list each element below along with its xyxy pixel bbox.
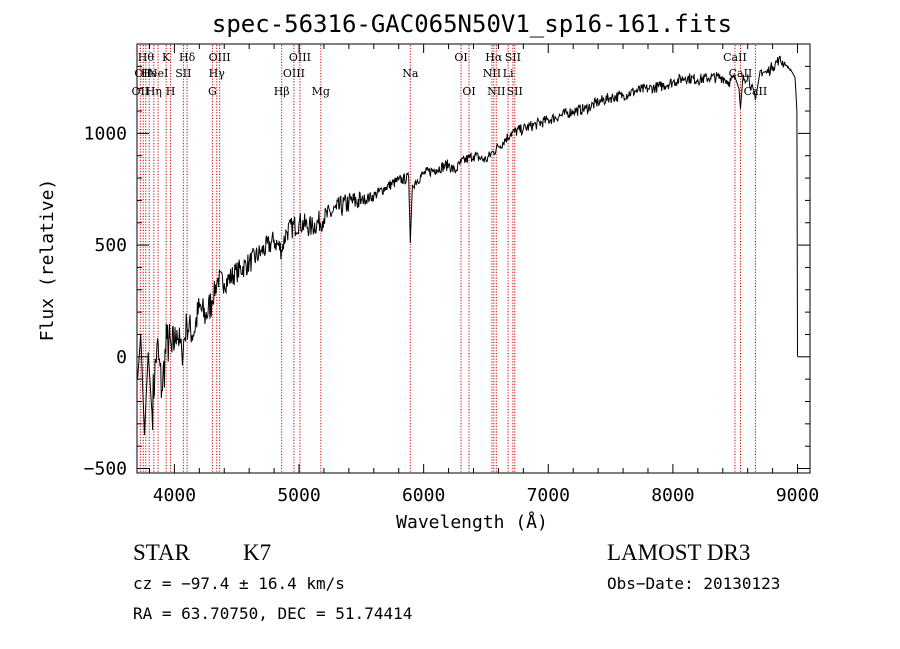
line-label-4: Hη [146, 85, 162, 98]
y-axis-label: Flux (relative) [37, 179, 58, 342]
x-tick-label: 5000 [277, 485, 320, 506]
line-label-23: Li [503, 67, 514, 80]
y-tick-label: 500 [94, 235, 127, 256]
y-tick-labels: −500 0 500 1000 [84, 123, 127, 479]
line-label-19: OI [462, 85, 475, 98]
line-label-12: OIII [209, 51, 231, 64]
object-class: STAR [133, 540, 190, 565]
object-subclass: K7 [243, 540, 272, 565]
line-label-0: OII [132, 85, 150, 98]
line-label-3: He [141, 67, 157, 80]
chart-title: spec-56316-GAC065N50V1_sp16-161.fits [212, 10, 732, 38]
line-label-22: NII [487, 85, 505, 98]
line-label-10: G [208, 85, 217, 98]
line-label-20: NII [483, 67, 501, 80]
line-label-8: SII [175, 67, 191, 80]
observation-date: Obs−Date: 20130123 [607, 574, 781, 593]
line-labels: OII OII Hθ He Hη NeI K H SII Hδ G Hγ OIII Hβ OIII OIII M… [132, 51, 768, 98]
x-tick-label: 9000 [776, 485, 819, 506]
axis-ticks [137, 43, 810, 473]
line-label-14: OIII [283, 67, 305, 80]
line-label-24: SII [505, 51, 521, 64]
line-label-17: Na [402, 67, 419, 80]
line-label-5: NeI [148, 67, 168, 80]
plot-area [136, 43, 811, 474]
x-tick-label: 6000 [402, 485, 445, 506]
line-label-6: K [162, 51, 171, 64]
line-label-16: Mg [312, 85, 330, 98]
y-tick-label: 1000 [84, 123, 127, 144]
line-label-26: CaII [723, 51, 747, 64]
line-label-13: Hβ [274, 85, 290, 98]
y-tick-label: 0 [116, 347, 127, 368]
survey-name: LAMOST DR3 [607, 540, 751, 565]
line-label-7: H [166, 85, 176, 98]
sky-coordinates: RA = 63.70750, DEC = 51.74414 [133, 604, 413, 623]
x-tick-label: 4000 [153, 485, 196, 506]
line-label-2: Hθ [138, 51, 155, 64]
line-label-25: SII [507, 85, 523, 98]
line-label-1: OII [134, 67, 152, 80]
line-label-18: OI [454, 51, 467, 64]
line-label-9: Hδ [179, 51, 196, 64]
line-label-11: Hγ [209, 67, 226, 80]
y-tick-label: −500 [84, 459, 127, 480]
redshift-readout: cz = −97.4 ± 16.4 km/s [133, 574, 345, 593]
x-axis-label: Wavelength (Å) [396, 511, 548, 533]
spectrum-line [137, 55, 798, 436]
line-label-28: CaII [744, 85, 768, 98]
line-label-15: OIII [289, 51, 311, 64]
x-tick-label: 8000 [651, 485, 694, 506]
x-tick-labels: 4000 5000 6000 7000 8000 9000 [153, 485, 820, 506]
x-tick-label: 7000 [527, 485, 570, 506]
line-label-21: Hα [485, 51, 503, 64]
line-markers [139, 45, 756, 472]
